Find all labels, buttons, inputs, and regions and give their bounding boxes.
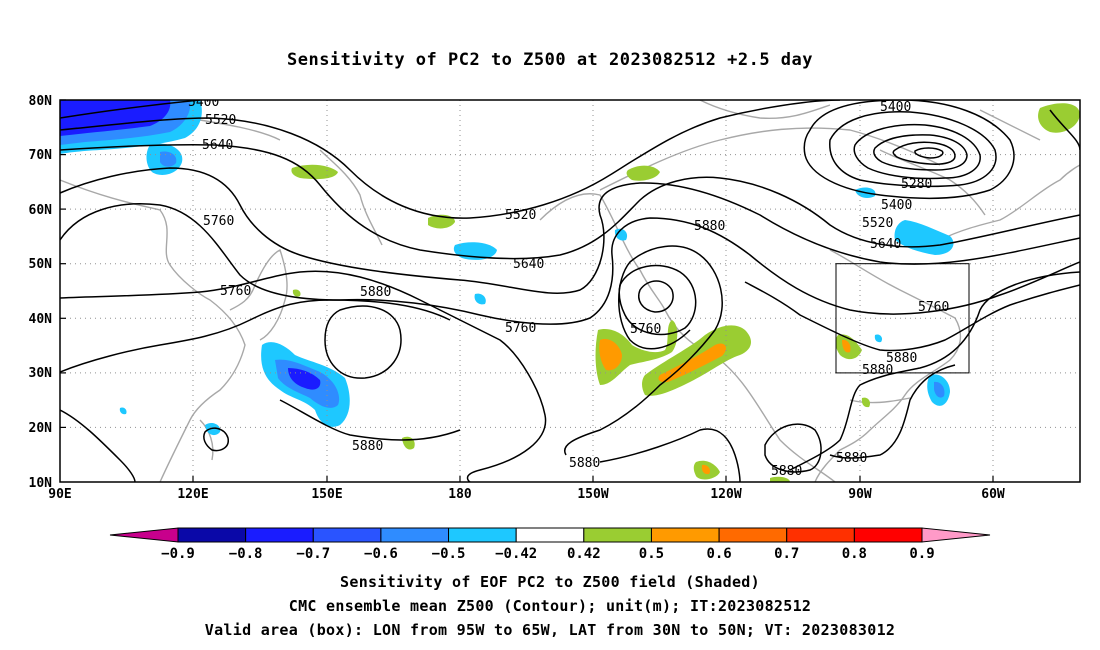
colorbar-label: −0.7 xyxy=(296,546,330,562)
contour-label: 5760 xyxy=(630,322,661,337)
caption-line-3: Valid area (box): LON from 95W to 65W, L… xyxy=(204,621,896,639)
contour-label: 5760 xyxy=(220,284,251,299)
contour-label: 5400 xyxy=(188,95,219,110)
contour-label: 5880 xyxy=(352,439,383,454)
contour-label: 5880 xyxy=(836,451,867,466)
colorbar-label: −0.42 xyxy=(495,546,537,562)
contour-label: 5880 xyxy=(771,464,802,479)
lon-label: 150W xyxy=(577,487,608,502)
contour-labels: 5400 5520 5640 5760 5520 5640 5760 5880 … xyxy=(188,95,949,479)
lon-label: 120W xyxy=(710,487,741,502)
contour-label: 5880 xyxy=(862,363,893,378)
contour-label: 5880 xyxy=(360,285,391,300)
caption-line-2: CMC ensemble mean Z500 (Contour); unit(m… xyxy=(288,597,812,615)
colorbar-box xyxy=(515,527,585,543)
map-border xyxy=(59,99,1081,483)
colorbar-box xyxy=(718,527,788,543)
longitude-labels: 90E 120E 150E 180 150W 120W 90W 60W xyxy=(48,487,1005,502)
colorbar-label: −0.6 xyxy=(364,546,398,562)
contour-label: 5640 xyxy=(513,257,544,272)
colorbar-high-triangle xyxy=(921,527,991,543)
colorbar: −0.9 −0.8 −0.7 −0.6 −0.5 −0.42 0.42 0.5 0.6 0.7 0.… xyxy=(109,527,991,562)
contour-label: 5880 xyxy=(694,219,725,234)
contour-label: 5640 xyxy=(202,138,233,153)
lat-label: 10N xyxy=(29,476,53,491)
contour-label: 5280 xyxy=(901,177,932,192)
colorbar-box xyxy=(583,527,652,543)
colorbar-label: 0.9 xyxy=(909,546,934,562)
lon-label: 90W xyxy=(848,487,872,502)
colorbar-low-triangle xyxy=(109,527,179,543)
caption-line-1: Sensitivity of EOF PC2 to Z500 field (Sh… xyxy=(340,573,760,591)
page-title: Sensitivity of PC2 to Z500 at 2023082512… xyxy=(286,50,813,70)
contour-label: 5640 xyxy=(870,237,901,252)
contour-label: 5760 xyxy=(918,300,949,315)
lat-label: 60N xyxy=(29,203,53,218)
colorbar-label: 0.8 xyxy=(842,546,867,562)
colorbar-box xyxy=(853,527,923,543)
lon-label: 90E xyxy=(48,487,71,502)
lon-label: 120E xyxy=(177,487,208,502)
colorbar-label: −0.9 xyxy=(161,546,195,562)
lat-label: 80N xyxy=(29,94,53,109)
colorbar-box xyxy=(650,527,720,543)
colorbar-box xyxy=(312,527,382,543)
lat-label: 70N xyxy=(29,148,53,163)
colorbar-box xyxy=(380,527,450,543)
lat-label: 50N xyxy=(29,257,53,272)
contour-label: 5520 xyxy=(862,216,893,231)
lat-label: 40N xyxy=(29,312,53,327)
colorbar-label: −0.8 xyxy=(229,546,263,562)
colorbar-box xyxy=(786,527,855,543)
contour-label: 5520 xyxy=(205,113,236,128)
lat-label: 20N xyxy=(29,421,53,436)
colorbar-box xyxy=(177,527,247,543)
lon-label: 150E xyxy=(311,487,342,502)
colorbar-label: 0.5 xyxy=(639,546,664,562)
lon-label: 180 xyxy=(448,487,472,502)
colorbar-label: 0.42 xyxy=(567,546,601,562)
contour-label: 5760 xyxy=(203,214,234,229)
colorbar-box xyxy=(448,527,517,543)
contour-label: 5760 xyxy=(505,321,536,336)
colorbar-box xyxy=(245,527,314,543)
contour-label: 5400 xyxy=(881,198,912,213)
lon-label: 60W xyxy=(981,487,1005,502)
contour-label: 5520 xyxy=(505,208,536,223)
contour-label: 5400 xyxy=(880,100,911,115)
lat-label: 30N xyxy=(29,366,53,381)
contour-label: 5880 xyxy=(569,456,600,471)
valid-area-box xyxy=(835,263,970,374)
latitude-labels: 80N 70N 60N 50N 40N 30N 20N 10N xyxy=(29,94,53,491)
colorbar-label: 0.7 xyxy=(774,546,799,562)
contour-label: 5880 xyxy=(886,351,917,366)
colorbar-label: −0.5 xyxy=(432,546,466,562)
colorbar-label: 0.6 xyxy=(706,546,731,562)
axis-ticks xyxy=(60,99,994,482)
